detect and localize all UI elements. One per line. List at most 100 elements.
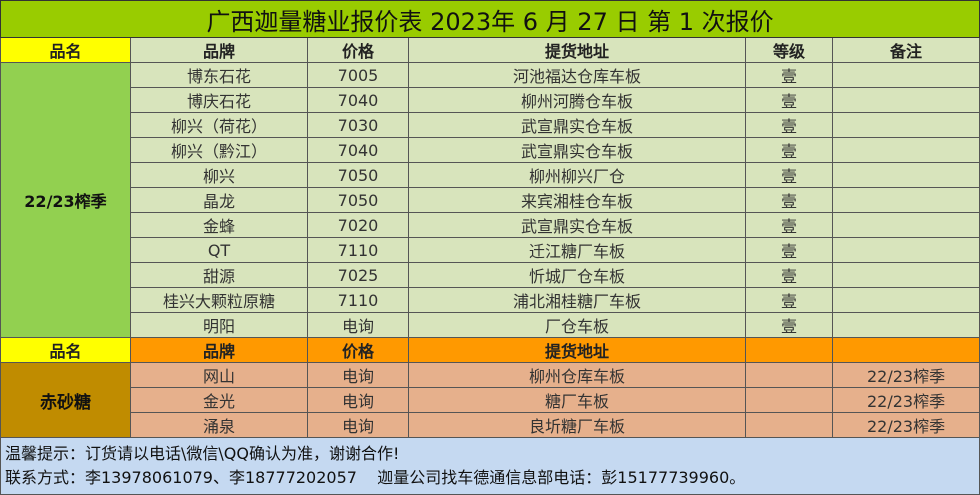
table-row: 金光 电询 糖厂车板 22/23榨季 bbox=[1, 387, 980, 413]
cell-address: 良圻糖厂车板 bbox=[408, 412, 746, 438]
cell-address: 武宣鼎实仓车板 bbox=[408, 137, 746, 163]
table-row: 甜源 7025 忻城厂仓车板壹 bbox=[1, 262, 980, 288]
cell-address: 柳州仓库车板 bbox=[408, 362, 746, 388]
footer: 温馨提示：订货请以电话\微信\QQ确认为准，谢谢合作! 联系方式：李1397806… bbox=[0, 437, 980, 495]
cell-brand: 金蜂 bbox=[130, 212, 308, 238]
cell-brand: 柳兴（荷花） bbox=[130, 112, 308, 138]
header-row: 品名 品牌 价格 提货地址 等级 备注 bbox=[0, 37, 980, 63]
page-title: 广西迦量糖业报价表 2023年 6 月 27 日 第 1 次报价 bbox=[0, 0, 980, 38]
cell-remark bbox=[831, 262, 980, 288]
cell-address: 来宾湘桂仓车板 bbox=[408, 187, 746, 213]
cell-address: 柳州河腾仓车板 bbox=[408, 87, 746, 113]
cell-address: 浦北湘桂糖厂车板 bbox=[408, 287, 746, 313]
cell-grade: 壹 bbox=[745, 187, 833, 213]
table-row: 涌泉 电询 良圻糖厂车板 22/23榨季 bbox=[1, 412, 980, 438]
header-grade: 等级 bbox=[745, 37, 833, 63]
header-remark: 备注 bbox=[831, 37, 980, 63]
table-row: 柳兴（黔江） 7040 武宣鼎实仓车板壹 bbox=[1, 137, 980, 163]
cell-price: 7020 bbox=[307, 212, 409, 238]
cell-brand: 晶龙 bbox=[130, 187, 308, 213]
table-row: 金蜂 7020 武宣鼎实仓车板壹 bbox=[1, 212, 980, 238]
cell-remark bbox=[831, 137, 980, 163]
header2-brand: 品牌 bbox=[130, 337, 308, 363]
cell-address: 武宣鼎实仓车板 bbox=[408, 212, 746, 238]
cell-address: 忻城厂仓车板 bbox=[408, 262, 746, 288]
header-address: 提货地址 bbox=[408, 37, 746, 63]
cell-grade: 壹 bbox=[745, 262, 833, 288]
header2-address: 提货地址 bbox=[408, 337, 746, 363]
contact-text: 联系方式：李13978061079、李18777202057 迦量公司找车德通信… bbox=[5, 468, 746, 487]
table-row: 桂兴大颗粒原糖 7110 浦北湘桂糖厂车板壹 bbox=[1, 287, 980, 313]
cell-price: 7040 bbox=[307, 137, 409, 163]
cell-brand: QT bbox=[130, 237, 308, 263]
cell-address: 武宣鼎实仓车板 bbox=[408, 112, 746, 138]
cell-price: 电询 bbox=[307, 412, 409, 438]
table-row: 赤砂糖 网山 电询 柳州仓库车板 22/23榨季 bbox=[0, 362, 980, 438]
notice-text: 温馨提示：订货请以电话\微信\QQ确认为准，谢谢合作! bbox=[5, 444, 400, 463]
cell-brand: 桂兴大颗粒原糖 bbox=[130, 287, 308, 313]
cell-grade: 壹 bbox=[745, 287, 833, 313]
cell-price: 7110 bbox=[307, 237, 409, 263]
table-row: QT 7110 迁江糖厂车板壹 bbox=[1, 237, 980, 263]
table-row: 柳兴 7050 柳州柳兴厂仓壹 bbox=[1, 162, 980, 188]
cell-grade: 壹 bbox=[745, 62, 833, 88]
cell-grade bbox=[745, 362, 833, 388]
cell-brand: 涌泉 bbox=[130, 412, 308, 438]
cell-price: 7025 bbox=[307, 262, 409, 288]
header2-grade bbox=[745, 337, 833, 363]
header-name: 品名 bbox=[0, 37, 131, 63]
header-brand: 品牌 bbox=[130, 37, 308, 63]
footer-notes: 温馨提示：订货请以电话\微信\QQ确认为准，谢谢合作! 联系方式：李1397806… bbox=[0, 437, 980, 495]
cell-remark bbox=[831, 312, 980, 338]
cell-grade: 壹 bbox=[745, 112, 833, 138]
cell-remark bbox=[831, 287, 980, 313]
cell-price: 电询 bbox=[307, 387, 409, 413]
cell-price: 7050 bbox=[307, 187, 409, 213]
header-row-2: 品名 品牌 价格 提货地址 bbox=[0, 337, 980, 363]
cell-brand: 网山 bbox=[130, 362, 308, 388]
cell-grade: 壹 bbox=[745, 137, 833, 163]
table-row: 22/23榨季 博东石花 7005 河池福达仓库车板壹 bbox=[0, 62, 980, 338]
cell-remark bbox=[831, 112, 980, 138]
table-row: 晶龙 7050 来宾湘桂仓车板壹 bbox=[1, 187, 980, 213]
season-label: 22/23榨季 bbox=[0, 62, 131, 338]
cell-price: 7005 bbox=[307, 62, 409, 88]
cell-remark bbox=[831, 87, 980, 113]
cell-grade: 壹 bbox=[745, 87, 833, 113]
cell-brand: 柳兴（黔江） bbox=[130, 137, 308, 163]
cell-price: 7050 bbox=[307, 162, 409, 188]
cell-grade: 壹 bbox=[745, 312, 833, 338]
cell-brand: 博东石花 bbox=[130, 62, 308, 88]
cell-price: 7110 bbox=[307, 287, 409, 313]
cell-address: 迁江糖厂车板 bbox=[408, 237, 746, 263]
cell-remark bbox=[831, 62, 980, 88]
cell-price: 电询 bbox=[307, 362, 409, 388]
header2-name: 品名 bbox=[0, 337, 131, 363]
header-price: 价格 bbox=[307, 37, 409, 63]
cell-grade: 壹 bbox=[745, 212, 833, 238]
cell-price: 电询 bbox=[307, 312, 409, 338]
cell-brand: 柳兴 bbox=[130, 162, 308, 188]
cell-address: 糖厂车板 bbox=[408, 387, 746, 413]
cell-address: 柳州柳兴厂仓 bbox=[408, 162, 746, 188]
cell-remark: 22/23榨季 bbox=[831, 412, 980, 438]
cell-grade: 壹 bbox=[745, 237, 833, 263]
cell-remark bbox=[831, 187, 980, 213]
cell-grade bbox=[745, 387, 833, 413]
cell-remark: 22/23榨季 bbox=[831, 387, 980, 413]
cell-grade bbox=[745, 412, 833, 438]
brown-sugar-label: 赤砂糖 bbox=[0, 362, 131, 438]
cell-remark bbox=[831, 237, 980, 263]
cell-remark: 22/23榨季 bbox=[831, 362, 980, 388]
table-row: 柳兴（荷花） 7030 武宣鼎实仓车板壹 bbox=[1, 112, 980, 138]
cell-price: 7040 bbox=[307, 87, 409, 113]
cell-brand: 甜源 bbox=[130, 262, 308, 288]
cell-address: 河池福达仓库车板 bbox=[408, 62, 746, 88]
cell-price: 7030 bbox=[307, 112, 409, 138]
cell-brand: 金光 bbox=[130, 387, 308, 413]
cell-brand: 明阳 bbox=[130, 312, 308, 338]
cell-remark bbox=[831, 162, 980, 188]
cell-remark bbox=[831, 212, 980, 238]
cell-brand: 博庆石花 bbox=[130, 87, 308, 113]
